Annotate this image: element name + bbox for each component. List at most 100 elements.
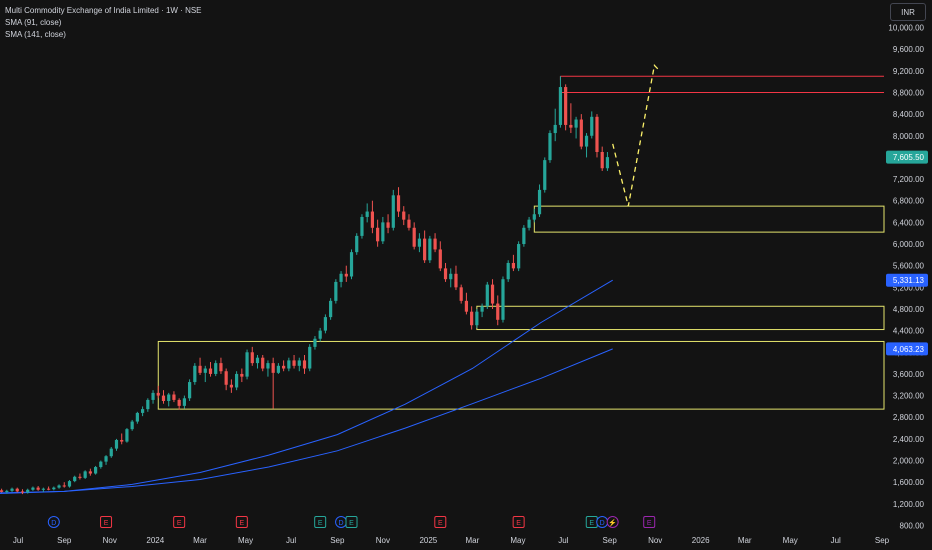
event-marker-7 [434, 516, 447, 528]
event-marker-4 [314, 516, 327, 528]
chart-legend: Multi Commodity Exchange of India Limite… [5, 5, 202, 41]
candle-body-85 [438, 249, 442, 269]
candle-body-90 [464, 300, 469, 312]
candle-body-74 [381, 222, 385, 242]
candle-body-89 [459, 287, 463, 301]
candle-body-86 [443, 268, 448, 280]
candle-body-5 [20, 491, 25, 493]
projection-layer [612, 64, 661, 207]
candle-body-66 [339, 273, 343, 282]
price-tick-label: 9,600.00 [893, 45, 925, 54]
candle-body-31 [156, 392, 160, 396]
candle-body-103 [532, 214, 536, 220]
candle-body-95 [490, 284, 495, 304]
candle-body-81 [417, 238, 422, 247]
candle-body-110 [569, 124, 573, 128]
candle-body-87 [449, 273, 453, 280]
candle-body-10 [46, 488, 51, 490]
support-zone-1 [476, 305, 885, 331]
event-letter-2: E [177, 520, 182, 527]
event-letter-8: E [516, 520, 521, 527]
candle-body-52 [266, 363, 270, 369]
candle-body-25 [125, 429, 129, 442]
candle-body-14 [67, 481, 72, 487]
candle-body-54 [276, 365, 280, 373]
price-tick-label: 8,400.00 [893, 110, 925, 119]
sma-91-label[interactable]: SMA (91, close) [5, 18, 62, 27]
candle-body-106 [548, 133, 552, 161]
candle-body-107 [553, 124, 557, 134]
candle-body-102 [527, 219, 531, 228]
event-marker-3 [235, 516, 248, 528]
price-tick-label: 1,600.00 [893, 478, 925, 487]
candle-body-108 [558, 87, 563, 125]
candle-body-84 [433, 238, 437, 250]
candle-body-11 [52, 487, 56, 490]
candle-body-117 [605, 157, 610, 169]
candle-body-35 [177, 399, 181, 406]
candle-body-68 [349, 252, 354, 277]
price-tick-label: 10,000.00 [888, 24, 924, 33]
candle-body-101 [522, 227, 526, 245]
candle-body-88 [454, 273, 458, 288]
candle-body-28 [141, 409, 145, 413]
event-letter-0: D [51, 520, 56, 527]
candle-body-41 [208, 368, 213, 374]
event-marker-0 [47, 516, 60, 528]
candle-body-30 [151, 392, 155, 400]
candle-body-65 [334, 281, 338, 301]
drawings-layer [157, 75, 885, 410]
candle-body-93 [480, 306, 484, 312]
candle-body-69 [355, 235, 359, 253]
candle-body-111 [574, 119, 578, 128]
candle-body-39 [198, 365, 202, 373]
price-tick-label: 5,600.00 [893, 262, 925, 271]
candle-body-9 [41, 488, 45, 490]
price-tick-label: 8,800.00 [893, 88, 925, 97]
price-tag-bg-2 [886, 342, 928, 356]
candle-body-79 [407, 219, 411, 228]
sma-141-label[interactable]: SMA (141, close) [5, 30, 66, 39]
time-tick-label: Nov [648, 536, 662, 545]
price-axis[interactable]: 800.00 1,200.00 1,600.00 2,000.00 2,400.00 2,… [888, 24, 924, 531]
candle-body-24 [120, 439, 124, 442]
candle-body-7 [31, 487, 35, 490]
symbol-title[interactable]: Multi Commodity Exchange of India Limite… [5, 6, 202, 15]
sma-141-line [0, 348, 613, 494]
candle-body-94 [485, 284, 489, 307]
event-marker-8 [512, 516, 525, 528]
candle-body-42 [214, 363, 218, 374]
candle-body-56 [287, 360, 291, 369]
time-axis[interactable]: Jul Sep Nov 2024 Mar May Jul Sep Nov 2025 Mar May Ju… [13, 536, 890, 545]
candle-body-23 [114, 439, 119, 449]
support-zone-2 [533, 205, 885, 233]
candle-body-47 [240, 373, 244, 377]
candle-body-19 [93, 467, 98, 474]
time-tick-label: Mar [465, 536, 479, 545]
time-tick-label: Nov [103, 536, 117, 545]
candle-body-113 [584, 135, 589, 147]
candle-body-2 [5, 490, 9, 492]
currency-button[interactable]: INR [890, 3, 926, 21]
candle-body-53 [271, 363, 275, 373]
price-tag-label-0: 7,605.50 [893, 153, 925, 162]
event-letter-10: D [600, 520, 605, 527]
candle-body-6 [26, 489, 30, 493]
candle-body-45 [229, 384, 233, 388]
candle-body-105 [543, 160, 547, 190]
candle-body-75 [386, 222, 390, 228]
price-tag-bg-1 [886, 273, 928, 287]
candle-body-16 [78, 476, 82, 478]
price-tag-label-1: 5,331.13 [893, 276, 925, 285]
time-tick-label: Jul [13, 536, 23, 545]
event-marker-2 [173, 516, 186, 528]
candle-body-73 [376, 227, 380, 242]
price-tags: 7,605.50 5,331.13 4,063.23 [886, 150, 928, 356]
candle-body-78 [402, 211, 406, 220]
candle-body-37 [188, 382, 192, 399]
candle-body-100 [517, 244, 521, 269]
time-tick-label: Sep [603, 536, 618, 545]
candle-body-33 [167, 394, 171, 401]
price-tag-label-2: 4,063.23 [893, 345, 925, 354]
